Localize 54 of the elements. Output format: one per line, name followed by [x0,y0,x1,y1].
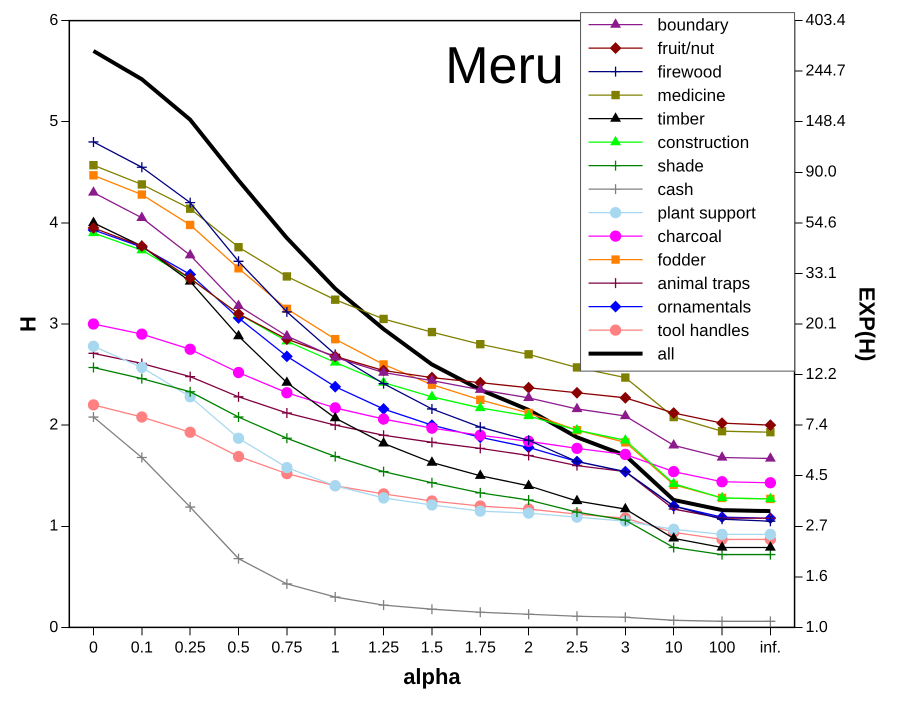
y2-tick-label: 1.0 [806,618,828,636]
y-tick-label: 3 [49,315,58,332]
legend-label: animal traps [658,274,750,293]
y-tick-label: 4 [49,214,58,232]
x-tick-label: inf. [760,639,782,656]
y2-tick-label: 1.6 [806,568,828,586]
legend-label: timber [658,109,706,128]
y2-axis-title: EXP(H) [854,286,880,362]
x-tick-label: 100 [708,639,736,656]
legend-label: boundary [658,15,729,34]
x-tick-label: 1.5 [420,639,444,656]
x-tick-label: 1 [330,639,340,656]
x-tick-label: 2.5 [566,639,588,656]
legend-label: ornamentals [658,297,752,316]
y2-tick-label: 90.0 [806,164,837,181]
legend-label: all [658,344,675,364]
x-tick-label: 0.5 [227,639,250,656]
chart-title: Meru [445,36,564,95]
x-tick-label: 0 [89,639,98,656]
legend-label: fodder [658,250,706,270]
legend-label: charcoal [658,226,722,246]
y2-tick-label: 12.2 [806,366,837,383]
y2-tick-label: 2.7 [806,518,828,535]
y2-tick-label: 4.5 [806,467,828,484]
y2-tick-label: 33.1 [806,264,837,282]
y2-tick-label: 7.4 [806,416,828,434]
x-tick-label: 0.25 [174,639,206,656]
legend-label: shade [658,156,704,176]
x-tick-label: 0.1 [130,639,154,656]
y-tick-label: 5 [49,113,58,130]
x-tick-label: 0.75 [271,639,303,656]
legend-label: medicine [658,86,726,105]
x-tick-label: 10 [664,639,683,656]
legend-label: firewood [658,62,722,82]
y-tick-label: 6 [49,12,58,30]
x-axis-title: alpha [403,664,462,689]
legend-label: construction [658,132,750,152]
x-tick-label: 3 [620,639,630,656]
y-tick-label: 1 [49,518,58,535]
y-axis-title: H [15,316,40,332]
x-tick-label: 1.75 [464,639,496,656]
legend-label: fruit/nut [658,38,715,58]
legend-label: tool handles [658,320,750,340]
y2-tick-label: 20.1 [806,315,837,332]
y-tick-label: 0 [49,618,58,636]
legend-label: cash [658,180,694,199]
y2-tick-label: 403.4 [806,12,846,30]
y-tick-label: 2 [49,416,58,434]
y2-tick-label: 148.4 [806,113,846,130]
y2-tick-label: 54.6 [806,214,837,232]
y2-tick-label: 244.7 [806,62,846,80]
x-tick-label: 1.25 [368,639,400,656]
legend-label: plant support [658,203,756,222]
x-tick-label: 2 [524,639,534,656]
